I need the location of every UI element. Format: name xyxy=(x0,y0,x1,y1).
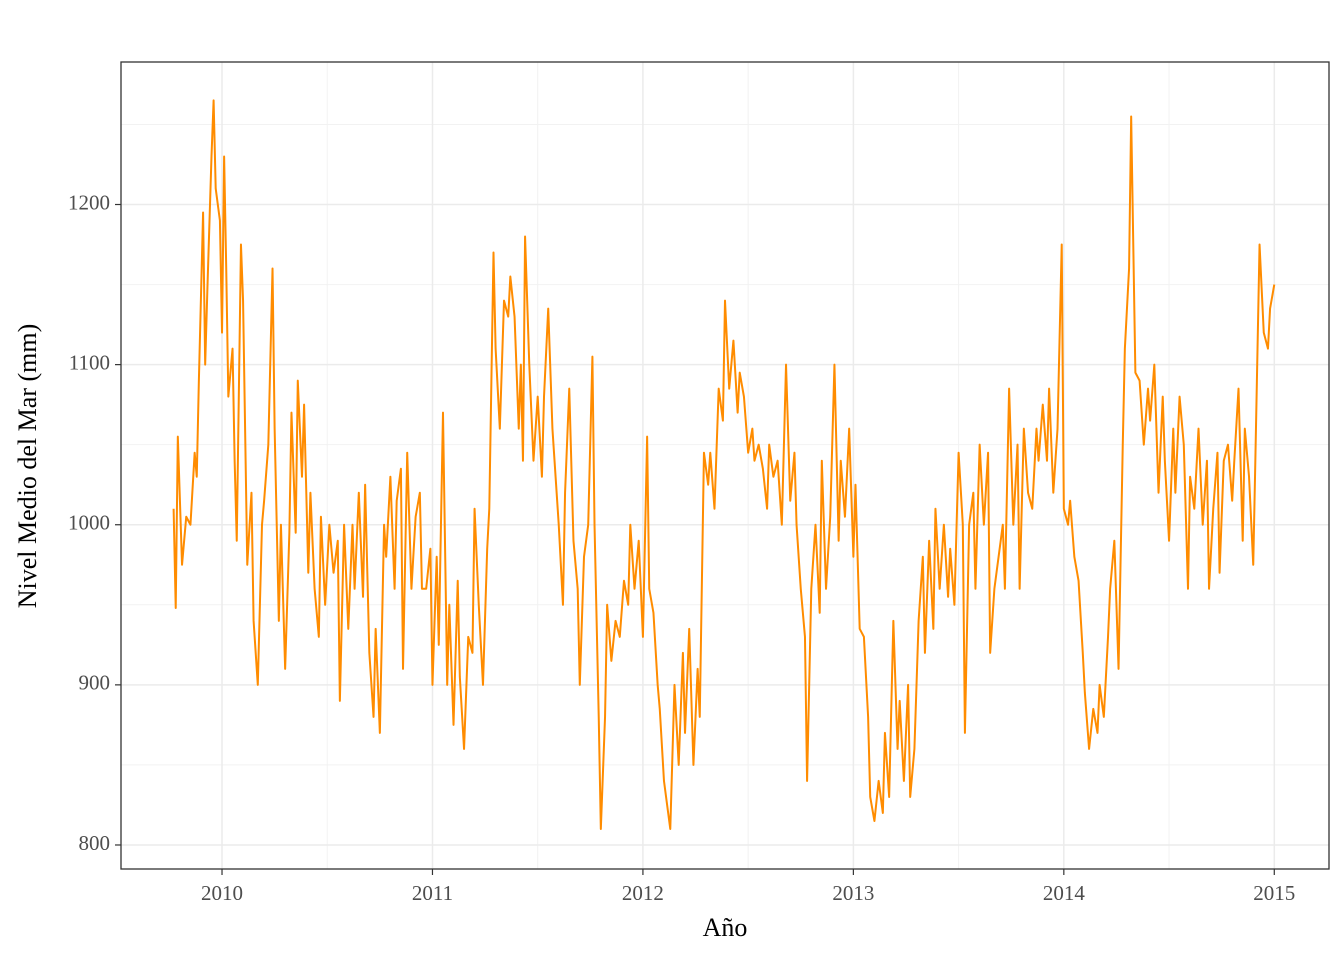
x-tick-label: 2010 xyxy=(201,881,243,905)
x-tick-label: 2015 xyxy=(1253,881,1295,905)
y-tick-label: 1100 xyxy=(69,350,110,374)
x-tick-label: 2011 xyxy=(412,881,453,905)
y-tick-label: 800 xyxy=(79,831,111,855)
y-tick-label: 1000 xyxy=(68,511,110,535)
x-tick-label: 2014 xyxy=(1043,881,1086,905)
x-tick-label: 2013 xyxy=(832,881,874,905)
y-tick-label: 900 xyxy=(79,671,111,695)
x-axis-title: Año xyxy=(703,913,748,942)
y-tick-label: 1200 xyxy=(68,190,110,214)
y-axis-title: Nivel Medio del Mar (mm) xyxy=(13,324,42,609)
plot-border xyxy=(120,61,1330,870)
x-tick-label: 2012 xyxy=(622,881,664,905)
data-line xyxy=(172,99,1276,830)
plot-background xyxy=(121,62,1329,869)
